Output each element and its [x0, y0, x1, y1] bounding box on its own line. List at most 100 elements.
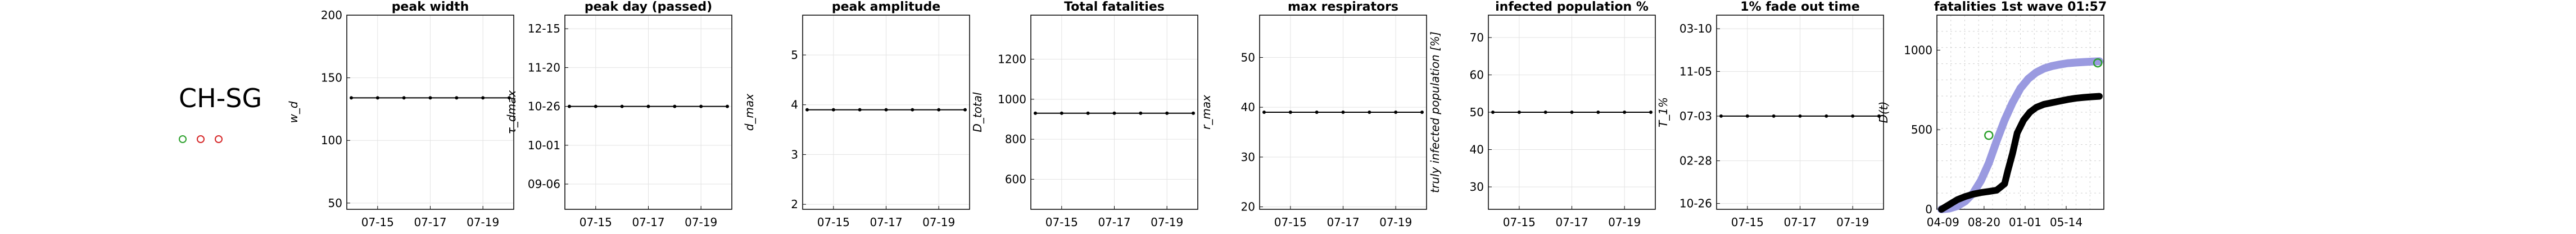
data-point: [1798, 114, 1802, 118]
data-point: [455, 96, 459, 100]
data-point: [568, 104, 571, 108]
y-axis-label: D_total: [971, 92, 984, 132]
data-point: [1851, 114, 1855, 118]
chart-title: peak day (passed): [585, 0, 712, 14]
y-tick-label: 20: [1241, 200, 1255, 214]
chart-panel-7: 1% fade out time T_1% 10-26 02-28 07-03 11-05…: [1656, 0, 1884, 229]
y-tick-label: 1200: [998, 52, 1026, 66]
data-point: [884, 108, 888, 112]
data-point: [1086, 111, 1090, 115]
chart-panel-2: peak day (passed) τ_dmax 09-06 10-01 10-26 11…: [505, 0, 732, 229]
y-tick-label: 11-05: [1679, 65, 1712, 78]
y-tick-label: 02-28: [1679, 154, 1712, 168]
x-tick-label: 07-15: [1274, 215, 1307, 229]
chart-title: fatalities 1st wave 01:57: [1934, 0, 2107, 14]
data-point: [858, 108, 862, 112]
y-axis-label: w_d: [287, 101, 300, 123]
chart-title: max respirators: [1288, 0, 1398, 14]
y-tick-label: 40: [1470, 143, 1484, 157]
y-tick-label: 1000: [1904, 43, 1932, 57]
red-circle-marker: [215, 135, 223, 143]
x-tick-label: 07-15: [1731, 215, 1764, 229]
data-point: [646, 104, 650, 108]
chart-panel-4: Total fatalities D_total 600 800 1000 1200 07-…: [971, 0, 1198, 229]
y-tick-label: 3: [791, 148, 798, 161]
data-point: [1543, 111, 1547, 114]
y-axis-label: τ_dmax: [505, 90, 518, 134]
marker-point: [2093, 58, 2103, 68]
data-point: [428, 96, 432, 100]
y-tick-label: 50: [1470, 105, 1484, 119]
x-tick-label: 07-19: [922, 215, 955, 229]
y-tick-label: 800: [1005, 132, 1026, 146]
y-tick-label: 5: [791, 48, 798, 62]
chart-panel-1: peak width w_d 50 100 150 200 07-15 07-17 07-19: [287, 0, 514, 229]
data-point: [375, 96, 379, 100]
data-point: [1517, 111, 1521, 114]
data-point: [1745, 114, 1749, 118]
x-tick-label: 07-15: [1503, 215, 1536, 229]
data-point: [673, 104, 677, 108]
y-axis-label: D(t): [1877, 102, 1890, 123]
data-point: [1877, 114, 1881, 118]
y-tick-label: 09-06: [528, 177, 560, 191]
x-tick-label: 07-19: [1151, 215, 1183, 229]
data-point: [1341, 111, 1345, 114]
x-tick-label: 07-15: [361, 215, 394, 229]
y-tick-label: 11-20: [528, 61, 560, 74]
data-point: [911, 108, 914, 112]
data-point: [1262, 111, 1266, 114]
y-tick-label: 500: [1911, 123, 1932, 136]
x-tick-label: 07-19: [1379, 215, 1412, 229]
y-tick-label: 100: [321, 134, 342, 147]
y-tick-label: 4: [791, 98, 798, 112]
data-point: [1420, 111, 1424, 114]
data-point: [594, 104, 597, 108]
data-point: [1192, 111, 1195, 115]
data-point: [1719, 114, 1723, 118]
data-point: [963, 108, 967, 112]
x-tick-label: 08-20: [1968, 215, 2000, 229]
data-point: [481, 96, 485, 100]
series-line: [1938, 93, 2103, 213]
x-tick-label: 07-15: [580, 215, 612, 229]
region-label: CH-SG: [179, 83, 262, 113]
data-point: [699, 104, 703, 108]
x-tick-label: 05-14: [2050, 215, 2082, 229]
data-point: [726, 104, 729, 108]
y-axis-label: T_1%: [1656, 97, 1670, 127]
data-point: [831, 108, 835, 112]
chart-panel-8: fatalities 1st wave 01:57 D(t) 0 500 1000 04-…: [1877, 0, 2107, 229]
data-point: [1596, 111, 1600, 114]
data-point: [1491, 111, 1495, 114]
x-tick-label: 07-19: [1608, 215, 1641, 229]
x-tick-label: 07-19: [467, 215, 499, 229]
y-tick-label: 50: [1241, 51, 1255, 64]
y-tick-label: 50: [328, 196, 342, 210]
chart-title: Total fatalities: [1064, 0, 1165, 14]
chart-title: peak width: [392, 0, 469, 14]
y-axis-label: truly infected population [%]: [1428, 31, 1442, 193]
data-point: [1772, 114, 1776, 118]
chart-panel-3: peak amplitude d_max 2 3 4 5 07-15 07-17 07-19: [743, 0, 970, 229]
x-tick-label: 04-09: [1927, 215, 1959, 229]
x-tick-label: 07-17: [414, 215, 446, 229]
x-tick-label: 07-17: [1327, 215, 1359, 229]
x-tick-label: 07-15: [817, 215, 850, 229]
data-point: [620, 104, 624, 108]
x-tick-label: 07-17: [632, 215, 664, 229]
x-tick-label: 07-15: [1045, 215, 1078, 229]
data-point: [1623, 111, 1627, 114]
data-point: [1034, 111, 1037, 115]
y-tick-label: 40: [1241, 100, 1255, 114]
data-point: [1649, 111, 1653, 114]
y-tick-label: 600: [1005, 172, 1026, 186]
y-axis-label: d_max: [743, 94, 756, 131]
data-point: [1139, 111, 1143, 115]
y-tick-label: 70: [1470, 31, 1484, 44]
data-point: [1315, 111, 1319, 114]
region-markers: [179, 135, 223, 143]
marker-point: [1984, 130, 1994, 140]
y-tick-label: 2: [791, 198, 798, 211]
